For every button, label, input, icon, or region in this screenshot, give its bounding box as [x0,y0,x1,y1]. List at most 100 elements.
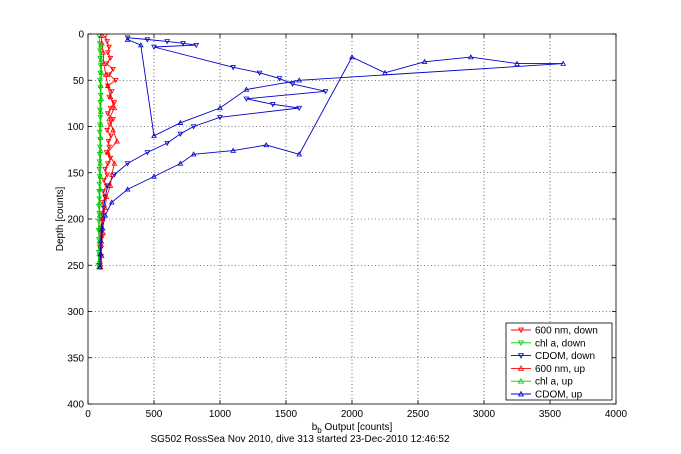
data-point [107,93,114,100]
legend-marker [517,365,525,371]
data-point [97,186,104,192]
data-point [98,32,105,39]
x-axis-label-rest: Output [counts] [322,422,393,433]
data-point [560,60,567,66]
data-point [98,238,105,244]
data-point [99,215,106,222]
data-point [98,69,105,76]
data-point [98,121,104,127]
data-point [263,141,270,148]
data-point [97,160,104,166]
data-point [98,56,105,63]
data-point [349,54,355,60]
data-point [296,105,303,112]
legend-entry-label: 600 nm, up [535,364,585,375]
legend-entry-label: CDOM, up [535,390,583,401]
data-point [151,44,157,50]
data-point [110,116,116,123]
data-point [112,78,119,84]
legend-marker [517,353,525,359]
data-point [104,82,111,88]
data-point [106,116,112,122]
series-line [99,37,326,266]
data-point [256,70,263,76]
legend-marker [517,390,525,397]
data-point [98,42,104,48]
data-point [124,36,131,42]
data-point [217,104,223,111]
axis-ticks [87,33,617,405]
data-point [151,132,157,138]
data-point [104,149,111,155]
x-axis-label-main: b [312,422,318,433]
data-point [467,54,474,60]
data-point [217,115,223,121]
data-point [322,89,329,95]
data-point [102,212,109,218]
data-point [104,172,111,178]
data-point [97,115,104,121]
data-point [102,166,109,173]
x-tick-label: 0 [85,409,91,420]
x-tick-label: 3500 [539,409,562,420]
data-point [111,160,118,166]
data-point [124,35,131,41]
data-point [104,161,111,167]
legend-marker [517,327,525,334]
data-point [177,131,184,137]
x-tick-label: 500 [146,409,163,420]
y-tick-label: 350 [67,353,84,364]
data-point [177,160,184,166]
data-point [105,139,112,145]
data-point [107,105,114,112]
data-point [193,42,200,49]
x-tick-label: 1500 [275,409,298,420]
data-point [296,77,303,83]
data-point [97,82,104,88]
data-point [144,37,151,43]
data-point [421,58,428,64]
data-point [144,150,151,156]
data-point [99,225,106,231]
series-line [99,39,564,268]
data-point [108,133,114,139]
legend-entry-label: chl a, up [535,377,573,388]
x-axis-label: bb Output [counts] [312,422,393,435]
data-point [100,177,107,184]
data-point [100,60,107,66]
legend-marker [517,377,525,384]
x-tick-label: 4000 [605,409,628,420]
data-point [104,50,111,56]
data-point [190,151,197,157]
data-point [151,173,157,179]
data-point [180,41,186,47]
data-point [104,111,111,117]
data-point [382,69,388,76]
data-point [276,76,283,82]
data-point [97,264,103,270]
data-point [103,193,110,199]
legend-entry-label: CDOM, down [535,351,595,362]
data-point [102,71,109,77]
data-point [102,204,109,211]
data-point [296,151,303,157]
data-point [164,39,171,45]
data-point [106,44,112,50]
data-point [104,128,111,134]
data-point [243,96,250,102]
data-point [137,42,144,48]
y-tick-label: 400 [67,400,84,411]
data-point [514,60,520,66]
data-point [97,199,103,205]
figure-footer: SG502 RossSea Nov 2010, dive 313 started… [150,434,450,445]
y-tick-label: 200 [67,215,84,226]
y-tick-label: 250 [67,261,84,272]
data-point [96,212,103,218]
x-tick-label: 1000 [209,409,232,420]
y-axis-label: Depth [counts] [55,187,66,252]
x-tick-label: 2500 [407,409,430,420]
data-point [97,108,104,114]
data-point [164,140,171,147]
